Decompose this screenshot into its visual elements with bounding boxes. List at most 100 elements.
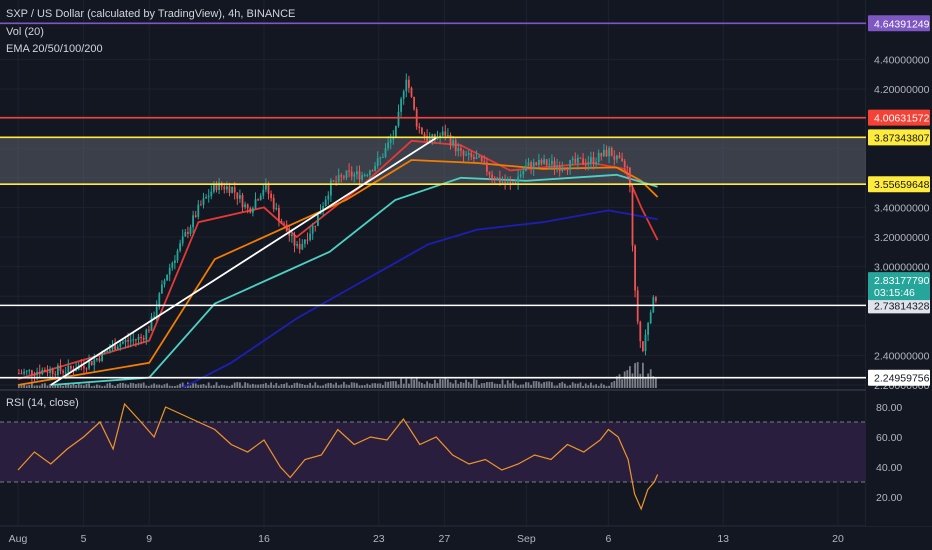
candle-body (226, 186, 228, 190)
volume-bar (582, 385, 584, 388)
candle-body (184, 232, 187, 237)
volume-bar (499, 384, 501, 388)
ema-legend[interactable]: EMA 20/50/100/200 (6, 43, 103, 55)
candle-body (259, 195, 262, 200)
volume-bar (467, 382, 470, 388)
candle-body (595, 161, 597, 164)
candle-body (569, 160, 571, 170)
candle-body (210, 191, 213, 196)
volume-bar (548, 381, 551, 388)
volume-bar (558, 382, 561, 388)
candle-body (36, 371, 38, 376)
volume-bars (18, 362, 657, 388)
volume-bar (304, 384, 306, 388)
candle-body (470, 153, 473, 157)
volume-bar (38, 385, 41, 388)
candle-body (124, 339, 127, 342)
rsi-tick-label: 20.00 (876, 492, 902, 504)
volume-bar (361, 385, 363, 388)
level-badge-text: 3.55659648 (874, 179, 930, 191)
candle-body (623, 160, 626, 168)
volume-bar (111, 384, 114, 388)
volume-bar (340, 384, 343, 388)
volume-bar (75, 385, 77, 388)
level-badge-text: 2.73814328 (874, 300, 930, 312)
volume-bar (454, 379, 457, 388)
volume-bar (291, 384, 293, 388)
candle-body (207, 195, 210, 198)
volume-bar (28, 384, 31, 388)
current-price-badge-text: 2.83177790 (874, 275, 930, 287)
candle-body (514, 182, 517, 184)
volume-bar (475, 379, 478, 388)
candle-body (543, 159, 545, 164)
volume-bar (200, 384, 202, 388)
rsi-legend[interactable]: RSI (14, close) (6, 397, 79, 409)
volume-bar (41, 383, 44, 388)
candle-body (356, 171, 358, 175)
candle-body (561, 168, 564, 172)
candle-body (491, 174, 493, 178)
candle-body (436, 137, 439, 139)
candle-body (254, 199, 257, 209)
trendline-segment[interactable] (50, 137, 437, 386)
volume-bar (228, 386, 231, 388)
volume-bar (452, 383, 454, 388)
volume-bar (103, 385, 106, 388)
volume-bar (400, 378, 402, 388)
volume-bar (158, 384, 161, 388)
rsi-line (17, 402, 659, 511)
candle-body (70, 365, 72, 369)
candle-body (59, 365, 62, 371)
candle-body (18, 373, 20, 375)
candle-body (548, 164, 551, 166)
volume-bar (379, 383, 382, 388)
volume-bar (348, 384, 350, 388)
time-tick-label: 5 (81, 533, 87, 545)
candle-body (192, 215, 194, 228)
candle-body (161, 284, 163, 294)
time-axis[interactable]: Aug 5 9 16 23 27 Sep 6 13 20 (9, 533, 844, 545)
volume-bar (220, 384, 223, 388)
candle-body (285, 224, 288, 232)
candle-body (166, 274, 168, 281)
candle-body (288, 231, 291, 236)
volume-bar (535, 380, 538, 388)
volume-bar (605, 386, 608, 388)
volume-bar (512, 380, 514, 388)
candle-body (449, 135, 452, 146)
time-tick-label: 13 (717, 533, 729, 545)
candle-body (293, 234, 296, 246)
volume-bar (96, 384, 98, 388)
volume-bar (363, 385, 366, 388)
volume-bar (616, 376, 618, 388)
candle-body (408, 79, 410, 88)
volume-bar (431, 383, 434, 388)
volume-bar (135, 384, 137, 388)
volume-legend[interactable]: Vol (20) (6, 26, 44, 38)
candle-body (205, 197, 207, 199)
candle-body (608, 147, 610, 157)
volume-bar (532, 381, 535, 388)
price-badges: 4.64391249 4.00631572 3.87343807 3.55659648… (868, 15, 930, 386)
volume-bar (93, 385, 96, 388)
volume-bar (236, 382, 239, 388)
time-tick-label: Sep (517, 533, 536, 545)
candle-body (129, 340, 132, 342)
candle-body (395, 125, 397, 137)
rsi-band-fill (0, 422, 866, 482)
volume-bar (418, 381, 421, 388)
candle-body (340, 175, 343, 177)
volume-bar (83, 385, 85, 388)
volume-bar (270, 382, 272, 388)
volume-bar (389, 381, 392, 388)
candle-body (363, 175, 366, 177)
price-axis[interactable]: 4.40000000 4.20000000 3.40000000 3.20000000… (866, 0, 932, 526)
horizontal-levels[interactable] (0, 22, 866, 379)
volume-bar (522, 384, 525, 388)
trendline[interactable] (50, 137, 437, 386)
candle-body (467, 153, 470, 155)
volume-bar (33, 385, 36, 388)
candle-body (179, 243, 181, 251)
